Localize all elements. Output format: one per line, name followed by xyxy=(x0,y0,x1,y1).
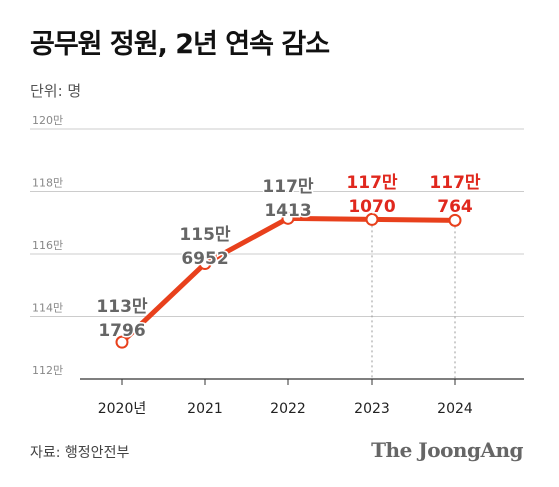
y-tick-label: 118만 xyxy=(32,177,63,190)
data-label: 1070 xyxy=(348,197,395,217)
x-tick-label: 2022 xyxy=(270,401,306,417)
data-point xyxy=(365,212,379,226)
data-label: 6952 xyxy=(181,249,228,269)
y-tick-label: 116만 xyxy=(32,239,63,252)
series-line xyxy=(119,215,458,345)
chart-title: 공무원 정원, 2년 연속 감소 xyxy=(30,29,330,60)
data-point xyxy=(198,257,212,271)
data-label: 113만 xyxy=(96,297,147,317)
y-tick-label: 112만 xyxy=(32,364,63,377)
data-point xyxy=(281,211,295,225)
x-tick-label: 2024 xyxy=(437,401,473,417)
data-label: 117만 xyxy=(262,177,313,197)
unit-label: 단위: 명 xyxy=(30,82,82,100)
y-tick-label: 120만 xyxy=(32,114,63,127)
data-point xyxy=(448,213,462,227)
data-label: 117만 xyxy=(346,173,397,193)
publisher-logo: The JoongAng xyxy=(371,438,523,462)
data-label: 117만 xyxy=(429,173,480,193)
data-label: 115만 xyxy=(179,225,230,245)
data-label: 764 xyxy=(437,197,473,217)
data-label: 1796 xyxy=(98,321,145,341)
y-tick-label: 114만 xyxy=(32,302,63,315)
x-tick-label: 2023 xyxy=(354,401,390,417)
source-note: 자료: 행정안전부 xyxy=(30,445,130,461)
data-point xyxy=(115,335,129,349)
x-tick-label: 2020년 xyxy=(98,401,147,417)
x-tick-label: 2021 xyxy=(187,401,223,417)
data-label: 1413 xyxy=(264,201,311,221)
